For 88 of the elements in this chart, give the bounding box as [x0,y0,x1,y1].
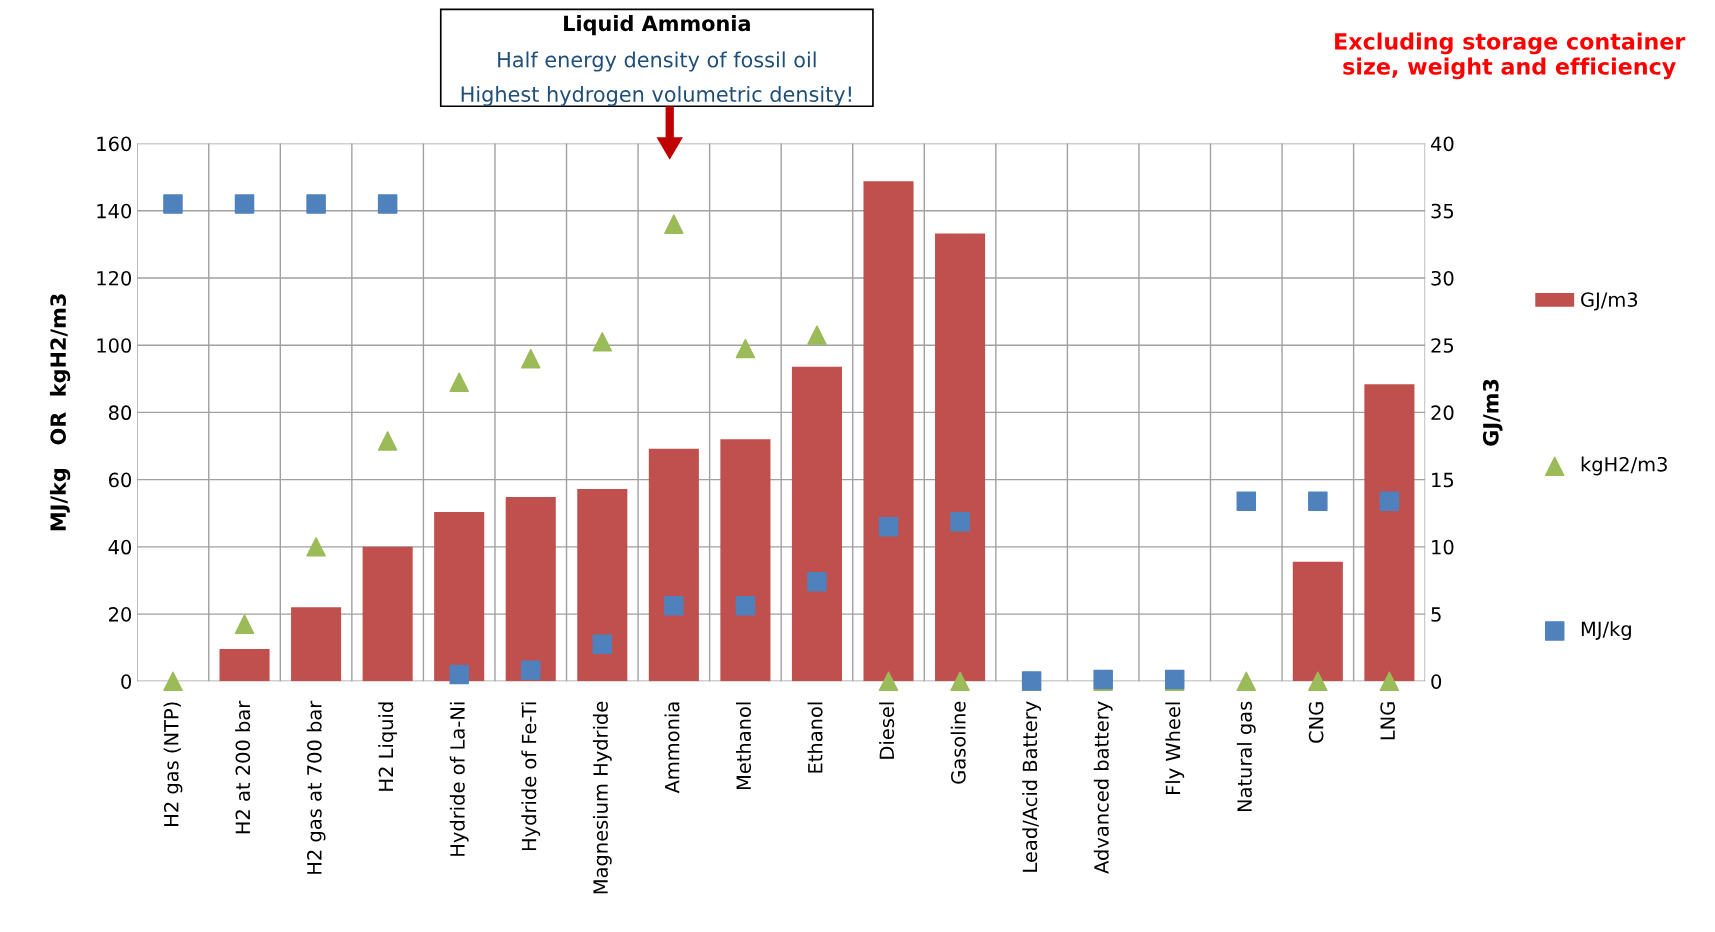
bar [362,546,413,682]
text: Half energy density of fossil oil [498,51,816,72]
x-tick-label: Hydride of La-Ni [449,702,469,856]
x-tick-label: H2 gas (NTP) [163,702,183,826]
y2-tick-label: 35 [1431,203,1454,219]
y2-tick-label: 15 [1432,472,1454,488]
y2-tick-label: 10 [1432,539,1454,555]
y-axis-title: MJ/kg OR kgH2/m3 [49,294,71,531]
legend-label: kgH2/m3 [1581,456,1667,476]
point [520,348,541,369]
bar [434,511,485,682]
point [592,332,613,352]
point [163,671,183,692]
point [878,671,899,692]
point [306,537,326,557]
point [449,664,469,685]
point [950,671,970,692]
y-tick-label: 20 [109,607,132,622]
x-tick-label: Magnesium Hydride [592,701,612,894]
bar [1364,384,1415,682]
point [449,372,469,392]
point [1379,491,1400,511]
point [306,194,326,214]
point [807,325,827,345]
point [1236,671,1257,692]
legend-label: MJ/kg [1581,621,1631,641]
point [950,511,970,532]
point [1379,671,1400,692]
y-tick-label: 120 [97,270,132,286]
y-tick-label: 100 [97,338,132,353]
point [735,595,756,616]
point [377,194,398,214]
bar [720,439,771,682]
y-tick-label: 160 [97,136,132,152]
point [377,431,398,451]
point [234,194,255,214]
point [520,660,541,680]
bar [577,489,628,682]
point [592,634,613,655]
y2-tick-label: 40 [1430,136,1454,152]
x-tick-label: H2 Liquid [378,702,398,791]
bar [219,649,270,682]
y2-tick-label: 5 [1431,607,1441,622]
point [664,595,684,616]
y-tick-label: 40 [108,539,132,555]
bar [291,607,342,682]
x-tick-label: Methanol [736,702,752,790]
y-tick-label: 80 [108,405,132,421]
point [163,194,183,214]
y2-axis-title: GJ/m3 [1482,379,1503,446]
bar [863,181,914,682]
bar [935,233,986,682]
x-tick-label: Gasoline [950,701,966,784]
bar [1292,561,1343,682]
y-tick-label: 0 [121,674,132,689]
bar [791,366,842,682]
x-tick-label: H2 at 200 bar [235,700,251,834]
y2-tick-label: 25 [1431,338,1454,353]
x-tick-label: Ethanol [807,702,823,773]
x-tick-label: Natural gas [1236,701,1256,812]
point [1308,491,1328,511]
y-tick-label: 60 [108,472,132,488]
y2-tick-label: 0 [1431,674,1442,689]
x-tick-label: Diesel [879,702,895,759]
text: Highest hydrogen volumetric density! [461,85,851,107]
x-tick-label: Lead/Acid Battery [1022,701,1042,872]
point [1236,491,1257,511]
y2-tick-label: 30 [1431,270,1454,286]
bar [648,448,699,682]
point [234,614,255,634]
point [1308,671,1328,692]
legend-label: GJ/m3 [1581,292,1638,311]
x-tick-label: H2 gas at 700 bar [306,700,326,874]
x-tick-label: Advanced battery [1093,701,1113,874]
text: Liquid Ammonia [564,15,750,36]
x-tick-label: LNG [1380,702,1396,740]
x-tick-label: Ammonia [664,702,680,794]
point [878,516,899,537]
x-tick-label: Fly Wheel [1165,702,1185,794]
point [664,214,684,234]
bar [505,497,556,682]
x-tick-label: Hydride of Fe-Ti [521,702,541,851]
text: Excluding storage container size, weight and efficiency [1335,32,1686,80]
y-tick-label: 140 [97,203,132,219]
point [807,572,827,592]
point [735,338,756,359]
y2-tick-label: 20 [1431,405,1454,421]
x-tick-label: CNG [1308,702,1324,743]
